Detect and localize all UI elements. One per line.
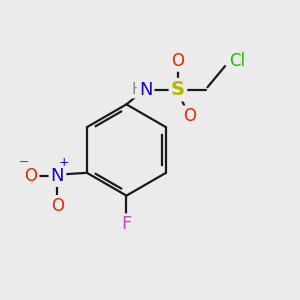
- Text: +: +: [58, 156, 69, 169]
- Text: O: O: [183, 107, 196, 125]
- Text: O: O: [172, 52, 184, 70]
- Text: N: N: [51, 167, 64, 185]
- Text: N: N: [139, 81, 152, 99]
- Text: O: O: [51, 197, 64, 215]
- Text: S: S: [171, 80, 185, 99]
- Text: F: F: [121, 215, 132, 233]
- Text: H: H: [132, 82, 143, 97]
- Text: −: −: [19, 156, 29, 169]
- Text: Cl: Cl: [230, 52, 246, 70]
- Text: O: O: [25, 167, 38, 185]
